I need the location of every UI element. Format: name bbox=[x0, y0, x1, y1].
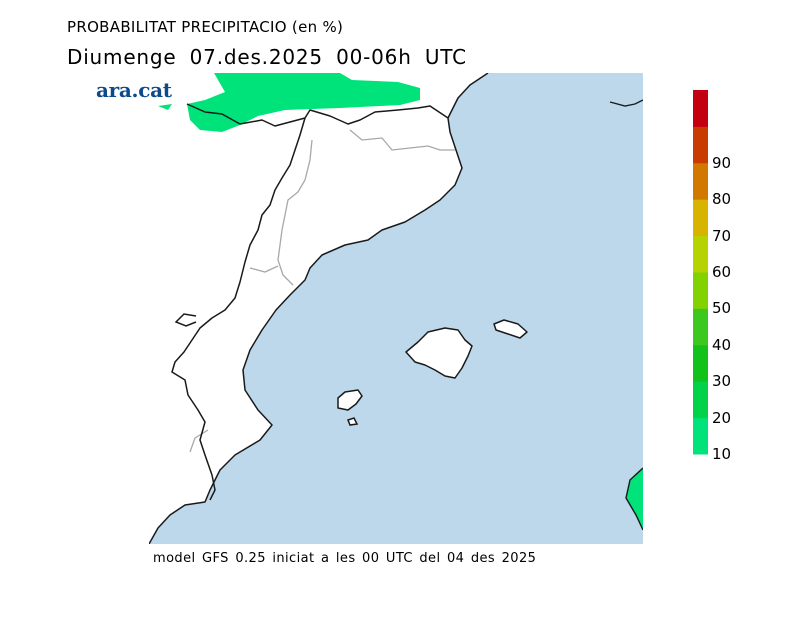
mainland bbox=[149, 73, 488, 544]
map-subtitle: Diumenge 07.des.2025 00-06h UTC bbox=[67, 45, 467, 69]
precip-area-north bbox=[187, 73, 420, 132]
legend-label: 10 bbox=[712, 445, 732, 463]
coastline-mainland bbox=[149, 73, 489, 544]
island-mallorca bbox=[405, 327, 473, 379]
island-ibiza bbox=[337, 389, 363, 411]
legend-label: 50 bbox=[712, 299, 732, 318]
legend-swatch bbox=[693, 90, 708, 127]
border-aragon-west bbox=[171, 117, 306, 501]
legend-swatch bbox=[693, 417, 708, 455]
legend-label: 70 bbox=[712, 226, 732, 245]
legend-swatch bbox=[693, 126, 708, 164]
legend-swatch bbox=[693, 344, 708, 382]
legend-swatch bbox=[693, 381, 708, 419]
legend-swatch bbox=[693, 272, 708, 309]
precip-area-southeast bbox=[626, 468, 643, 530]
map-title: PROBABILITAT PRECIPITACIO (en %) bbox=[67, 18, 344, 36]
legend-swatch bbox=[693, 308, 708, 346]
legend-color-bar bbox=[693, 90, 708, 455]
legend-label: 30 bbox=[712, 372, 732, 391]
precip-area-northwest-dot bbox=[158, 104, 172, 110]
island-menorca bbox=[493, 319, 528, 339]
border-france bbox=[186, 103, 449, 127]
border-teruel-notch bbox=[174, 313, 197, 327]
legend-label: 20 bbox=[712, 408, 732, 427]
legend-label: 40 bbox=[712, 335, 732, 354]
coastline-southeast bbox=[625, 467, 643, 531]
legend-label: 80 bbox=[712, 190, 732, 209]
island-formentera bbox=[347, 417, 359, 426]
legend-label: 60 bbox=[712, 263, 732, 281]
legend-swatch bbox=[693, 199, 708, 237]
coastline-northeast bbox=[609, 99, 643, 107]
model-run-footer: model GFS 0.25 iniciat a les 00 UTC del … bbox=[153, 551, 537, 566]
regional-borders bbox=[189, 129, 455, 453]
legend-label: 90 bbox=[712, 153, 732, 172]
legend-swatch bbox=[693, 235, 708, 273]
legend-swatch bbox=[693, 162, 708, 200]
ara-cat-logo: ara.cat bbox=[96, 78, 172, 102]
